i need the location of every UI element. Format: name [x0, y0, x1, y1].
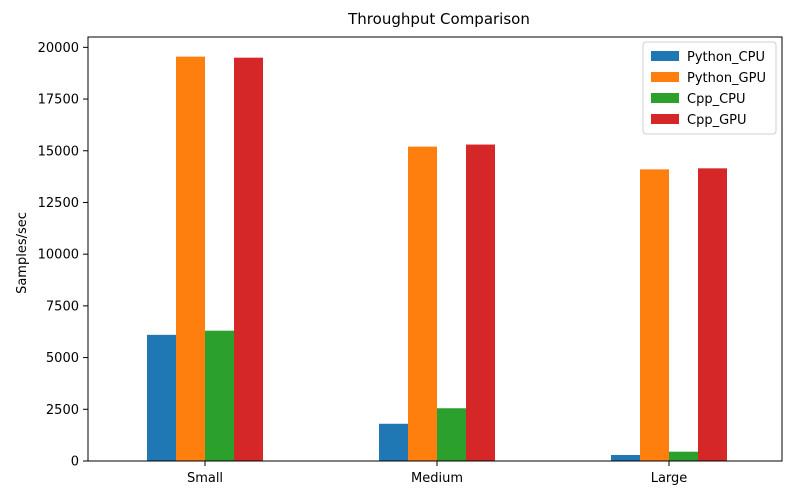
- bar-cpp-cpu-small: [205, 330, 234, 461]
- y-axis: 0 2500 5000 7500 10000 12500 15000 17500 20000: [38, 41, 88, 470]
- legend-swatch-python-cpu: [651, 51, 679, 61]
- x-tick-label-medium: Medium: [411, 471, 463, 486]
- bar-python-gpu-medium: [408, 146, 437, 461]
- y-tick-label: 7500: [46, 299, 79, 314]
- bar-cpp-gpu-large: [698, 168, 727, 461]
- y-tick-label: 20000: [38, 41, 79, 56]
- legend-label-cpp-gpu: Cpp_GPU: [687, 113, 747, 128]
- chart-title: Throughput Comparison: [347, 10, 530, 28]
- bar-python-cpu-large: [611, 455, 640, 461]
- x-axis: Small Medium Large: [187, 461, 687, 486]
- y-tick-label: 12500: [38, 196, 79, 211]
- bar-cpp-gpu-small: [234, 57, 263, 462]
- legend-swatch-python-gpu: [651, 72, 679, 82]
- bar-python-gpu-small: [176, 56, 205, 462]
- legend: Python_CPU Python_GPU Cpp_CPU Cpp_GPU: [642, 41, 777, 135]
- legend-frame: [642, 41, 777, 135]
- legend-label-python-cpu: Python_CPU: [687, 50, 765, 65]
- y-tick-label: 0: [71, 455, 79, 470]
- y-tick-label: 5000: [46, 351, 79, 366]
- bar-python-cpu-medium: [379, 423, 408, 461]
- y-tick-label: 15000: [38, 144, 79, 159]
- y-tick-label: 17500: [38, 93, 79, 108]
- bar-python-gpu-large: [640, 169, 669, 461]
- bars-layer: [147, 56, 727, 462]
- bar-python-cpu-small: [147, 334, 176, 461]
- bar-cpp-gpu-medium: [466, 144, 495, 462]
- x-tick-label-small: Small: [187, 471, 223, 486]
- legend-swatch-cpp-cpu: [651, 93, 679, 103]
- legend-label-cpp-cpu: Cpp_CPU: [687, 92, 746, 107]
- x-tick-label-large: Large: [651, 471, 688, 486]
- y-tick-label: 10000: [38, 248, 79, 263]
- bar-cpp-cpu-large: [669, 451, 698, 461]
- y-axis-label: Samples/sec: [15, 212, 30, 294]
- legend-label-python-gpu: Python_GPU: [687, 71, 766, 86]
- plot-frame: [87, 36, 783, 462]
- y-tick-label: 2500: [46, 403, 79, 418]
- bar-cpp-cpu-medium: [437, 408, 466, 461]
- legend-swatch-cpp-gpu: [651, 114, 679, 124]
